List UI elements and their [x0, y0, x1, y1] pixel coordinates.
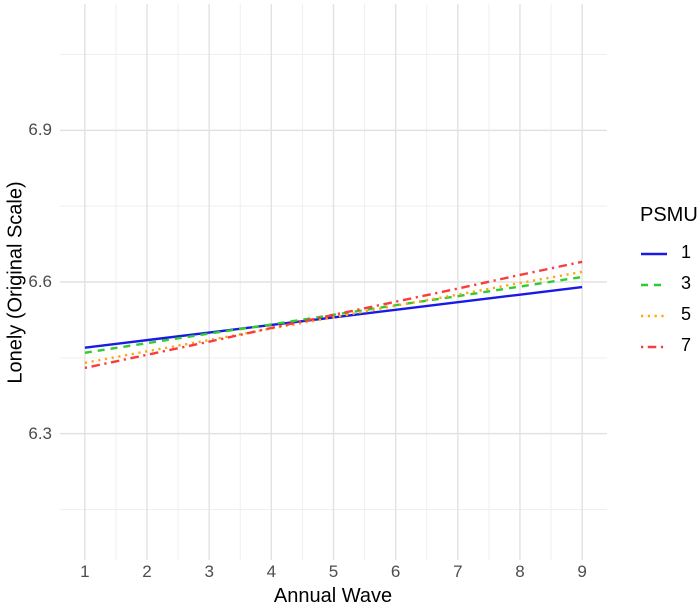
legend-item: 5	[640, 299, 698, 330]
legend-item-label: 1	[681, 242, 692, 262]
legend-item-label: 3	[681, 273, 692, 293]
x-tick-label: 5	[328, 562, 339, 581]
legend-item: 7	[640, 330, 698, 361]
y-axis-title-text: Lonely (Original Scale)	[4, 180, 27, 384]
x-tick-label: 3	[204, 562, 214, 581]
x-axis-title: Annual Wave	[273, 585, 393, 607]
x-tick-label: 1	[80, 562, 90, 581]
y-tick-label: 6.3	[28, 423, 52, 443]
legend: PSMU 1 3 5 7	[640, 203, 698, 361]
dotted-line-key-icon	[640, 309, 668, 321]
solid-line-key-icon	[640, 247, 668, 259]
legend-item: 1	[640, 237, 698, 268]
x-tick-label: 2	[142, 562, 152, 581]
x-tick-label: 8	[515, 562, 525, 581]
y-axis-title: Lonely (Original Scale)	[4, 4, 28, 560]
legend-item-label: 5	[681, 304, 692, 324]
legend-item: 3	[640, 268, 698, 299]
x-tick-label: 9	[577, 562, 587, 581]
dashed-line-key-icon	[640, 278, 668, 290]
legend-title: PSMU	[640, 204, 698, 226]
y-tick-label: 6.9	[28, 120, 52, 140]
x-tick-label: 7	[453, 562, 463, 581]
x-tick-label: 4	[266, 562, 277, 581]
x-tick-label: 6	[390, 562, 401, 581]
y-tick-label: 6.6	[28, 272, 52, 291]
legend-item-label: 7	[681, 335, 692, 355]
dotdash-line-key-icon	[640, 340, 668, 352]
